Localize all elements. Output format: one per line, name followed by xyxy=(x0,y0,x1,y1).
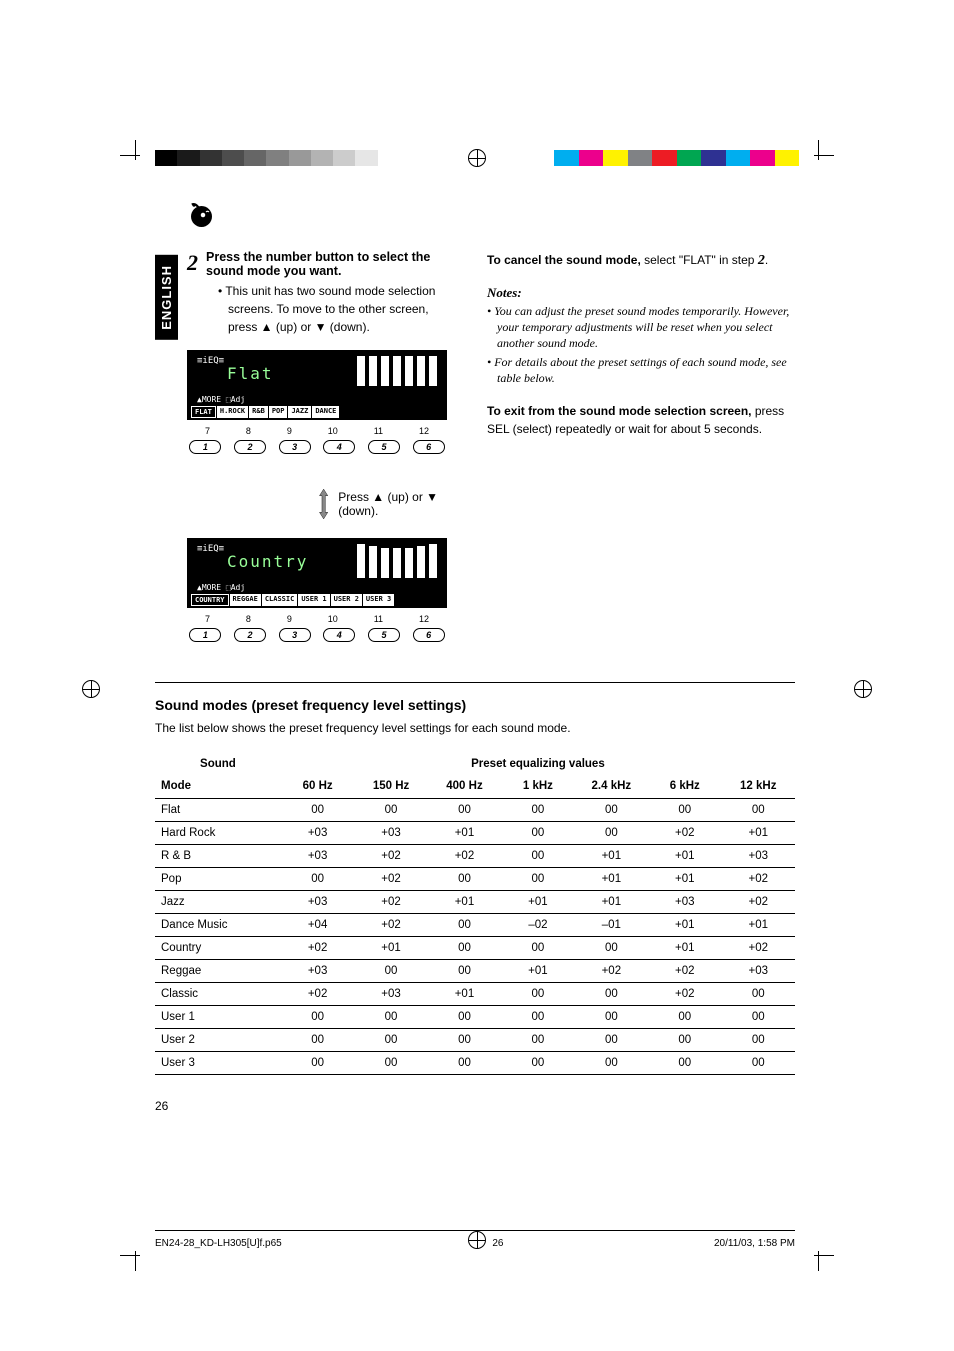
display-screen-2: ≡iEQ≡ Country ▲MORE ⬚Adj COUNTRYREGGAECL… xyxy=(187,538,447,608)
display-tab: DANCE xyxy=(312,406,339,418)
exit-text: To exit from the sound mode selection sc… xyxy=(487,402,795,438)
table-row: Reggae+030000+01+02+02+03 xyxy=(155,960,795,983)
language-tab: ENGLISH xyxy=(155,255,178,340)
number-buttons-2: 123456 xyxy=(187,628,447,642)
number-button[interactable]: 4 xyxy=(323,628,355,642)
display-tab: USER 1 xyxy=(298,594,329,606)
freq-header: 150 Hz xyxy=(354,775,427,799)
grayscale-bar xyxy=(155,150,400,166)
step-heading: Press the number button to select the so… xyxy=(206,250,430,278)
sound-note-icon xyxy=(185,200,215,230)
table-row: Hard Rock+03+03+010000+02+01 xyxy=(155,822,795,845)
registration-mark-left xyxy=(82,680,100,698)
right-column: To cancel the sound mode, select "FLAT" … xyxy=(487,250,795,642)
number-labels-1: 789101112 xyxy=(187,426,447,436)
number-button[interactable]: 2 xyxy=(234,628,266,642)
table-row: R & B+03+02+0200+01+01+03 xyxy=(155,845,795,868)
display-tab: JAZZ xyxy=(288,406,311,418)
page-content: ENGLISH 2 Press the number button to sel… xyxy=(155,200,795,1113)
number-button[interactable]: 4 xyxy=(323,440,355,454)
display2-tabs: COUNTRYREGGAECLASSICUSER 1USER 2USER 3 xyxy=(191,594,394,606)
display1-label: Flat xyxy=(227,364,274,383)
table-row: User 200000000000000 xyxy=(155,1029,795,1052)
notes-heading: Notes: xyxy=(487,285,795,301)
table-row: User 100000000000000 xyxy=(155,1006,795,1029)
note-item: • You can adjust the preset sound modes … xyxy=(487,303,795,352)
col-mode: Mode xyxy=(155,775,281,799)
table-body: Flat00000000000000Hard Rock+03+03+010000… xyxy=(155,799,795,1075)
table-row: Dance Music+04+0200–02–01+01+01 xyxy=(155,914,795,937)
display2-label: Country xyxy=(227,552,308,571)
display-tab: CLASSIC xyxy=(262,594,298,606)
number-button[interactable]: 1 xyxy=(189,628,221,642)
table-row: User 300000000000000 xyxy=(155,1052,795,1075)
number-button[interactable]: 2 xyxy=(234,440,266,454)
number-button[interactable]: 5 xyxy=(368,440,400,454)
freq-header: 6 kHz xyxy=(648,775,721,799)
freq-header: 1 kHz xyxy=(501,775,574,799)
registration-mark-top xyxy=(468,149,486,167)
registration-mark-right xyxy=(854,680,872,698)
step-number: 2 xyxy=(187,250,198,276)
crop-mark-tr xyxy=(804,140,834,170)
table-row: Country+02+01000000+01+02 xyxy=(155,937,795,960)
display-tab: REGGAE xyxy=(230,594,261,606)
col-group: Preset equalizing values xyxy=(281,753,795,775)
notes-list: • You can adjust the preset sound modes … xyxy=(487,303,795,386)
table-row: Jazz+03+02+01+01+01+03+02 xyxy=(155,891,795,914)
note-item: • For details about the preset settings … xyxy=(487,354,795,386)
color-bar xyxy=(554,150,799,166)
number-buttons-1: 123456 xyxy=(187,440,447,454)
freq-header: 12 kHz xyxy=(722,775,795,799)
crop-mark-tl xyxy=(120,140,150,170)
number-button[interactable]: 3 xyxy=(279,440,311,454)
registration-mark-bottom xyxy=(468,1231,486,1249)
display-tab: USER 2 xyxy=(331,594,362,606)
display-screen-1: ≡iEQ≡ Flat ▲MORE ⬚Adj FLATH.ROCKR&BPOPJA… xyxy=(187,350,447,420)
number-button[interactable]: 1 xyxy=(189,440,221,454)
table-row: Classic+02+03+010000+0200 xyxy=(155,983,795,1006)
display-tab: FLAT xyxy=(191,406,216,418)
table-heading: Sound modes (preset frequency level sett… xyxy=(155,697,795,713)
section-divider xyxy=(155,682,795,683)
display-tab: USER 3 xyxy=(363,594,394,606)
display-tab: POP xyxy=(269,406,288,418)
equalizer-bars-2 xyxy=(357,544,437,578)
display-tab: COUNTRY xyxy=(191,594,229,606)
table-row: Pop00+020000+01+01+02 xyxy=(155,868,795,891)
number-button[interactable]: 3 xyxy=(279,628,311,642)
display-tab: H.ROCK xyxy=(217,406,248,418)
step-bullet: • This unit has two sound mode selection… xyxy=(218,282,457,336)
number-button[interactable]: 6 xyxy=(413,440,445,454)
up-down-arrow-icon xyxy=(317,484,330,524)
table-row: Flat00000000000000 xyxy=(155,799,795,822)
display-tab: R&B xyxy=(249,406,268,418)
number-button[interactable]: 5 xyxy=(368,628,400,642)
display1-tabs: FLATH.ROCKR&BPOPJAZZDANCE xyxy=(191,406,339,418)
page-number: 26 xyxy=(155,1099,795,1113)
table-sub: The list below shows the preset frequenc… xyxy=(155,721,795,735)
arrow-note-text: Press ▲ (up) or ▼ (down). xyxy=(338,490,457,518)
number-button[interactable]: 6 xyxy=(413,628,445,642)
freq-header: 2.4 kHz xyxy=(575,775,648,799)
freq-header: 60 Hz xyxy=(281,775,354,799)
number-labels-2: 789101112 xyxy=(187,614,447,624)
sound-modes-table: Sound Preset equalizing values Mode 60 H… xyxy=(155,753,795,1075)
left-column: 2 Press the number button to select the … xyxy=(187,250,457,642)
print-marks-bottom xyxy=(0,1231,954,1261)
arrow-note: Press ▲ (up) or ▼ (down). xyxy=(317,484,457,524)
col-sound: Sound xyxy=(155,753,281,775)
freq-header: 400 Hz xyxy=(428,775,501,799)
equalizer-bars xyxy=(357,356,437,386)
cancel-text: To cancel the sound mode, select "FLAT" … xyxy=(487,250,795,271)
